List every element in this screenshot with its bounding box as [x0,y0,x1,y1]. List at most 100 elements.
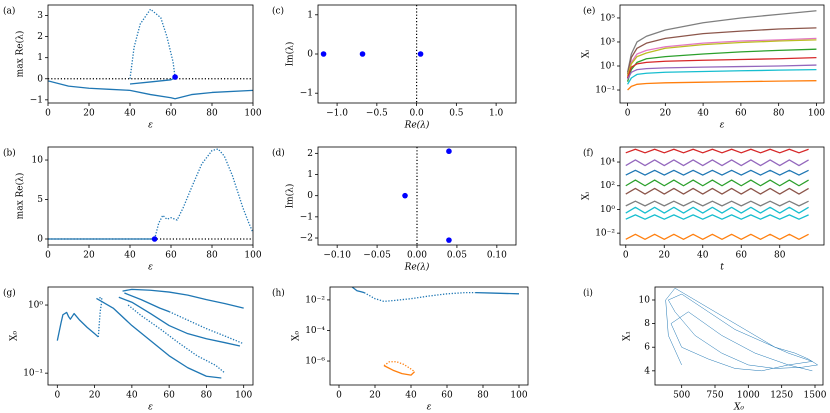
panel-label: (i) [583,288,593,299]
y-axis-label: X₀ [10,331,20,341]
y-axis-label: X₁ [623,331,633,341]
x-tick-label: 0 [45,109,51,119]
series-line [626,27,817,75]
x-axis-label: t [720,263,724,273]
x-tick-label: 0.5 [449,109,464,119]
x-tick-label: −0.10 [323,251,351,261]
series-line [48,80,253,100]
x-axis-label: ε [148,403,153,413]
series-line [625,148,809,154]
x-tick-label: 0 [54,391,60,401]
y-tick-label: 6 [644,343,650,353]
panel-label: (e) [583,6,595,17]
y-tick-label: 10 [639,295,651,305]
x-axis-label: Re(λ) [404,120,430,131]
panel-label: (f) [583,148,593,159]
y-tick-label: 4 [644,366,650,376]
x-axis-label: ε [148,263,153,273]
y-tick-label: 10⁻⁶ [305,357,325,367]
y-tick-label: 2 [307,149,313,159]
axes-frame [47,4,254,104]
y-tick-label: 10² [600,181,615,191]
x-tick-label: −0.05 [363,251,391,261]
x-tick-label: 0 [336,391,342,401]
series-line [118,296,241,347]
series-line [625,179,809,187]
series-line [475,291,520,295]
series-line [627,68,817,85]
y-axis-label: max Re(λ) [15,31,26,78]
series-line [626,10,817,73]
x-tick-label: 0 [625,109,631,119]
y-tick-label: 10⁵ [600,13,615,23]
series-line [625,233,809,240]
x-tick-label: 500 [673,391,690,401]
x-axis-label: ε [427,403,432,413]
y-tick-label: 8 [644,319,650,329]
y-axis-label: X₀ [292,331,302,341]
x-tick-label: 0.0 [409,109,424,119]
y-tick-label: 1 [307,10,313,20]
x-tick-label: −1.0 [326,109,348,119]
x-tick-label: 40 [697,109,709,119]
series-line [625,187,809,195]
y-tick-label: 10¹ [600,61,615,71]
axes-frame [47,146,254,246]
y-tick-label: −1 [30,95,43,105]
axes-frame [47,286,254,386]
x-tick-label: 40 [405,391,417,401]
series-line [626,37,817,79]
y-tick-label: −2 [300,234,313,244]
series-line [124,292,170,313]
axes-frame [317,4,517,104]
point [151,236,158,242]
x-tick-label: −0.5 [366,109,388,119]
series-line [625,159,809,167]
y-tick-label: 10⁰ [600,205,615,215]
axes-frame [654,286,824,386]
series-line [626,56,817,79]
x-tick-label: 1250 [770,391,793,401]
y-tick-label: 10⁻¹ [595,86,615,96]
series-line [168,311,244,345]
panel-label: (a) [3,6,15,17]
x-tick-label: 20 [89,391,101,401]
x-tick-label: 100 [244,251,261,261]
y-tick-label: 10³ [600,37,615,47]
x-axis-label: ε [148,121,153,131]
point [446,237,452,243]
x-tick-label: 40 [124,251,136,261]
point [320,51,327,57]
x-tick-label: 100 [808,109,825,119]
x-tick-label: 60 [441,391,453,401]
x-tick-label: 80 [201,391,213,401]
series-line [97,296,103,337]
x-tick-label: 80 [206,251,218,261]
x-tick-label: 40 [126,391,138,401]
x-axis-label: ε [720,121,725,131]
x-tick-label: 60 [735,109,747,119]
x-tick-label: 0.05 [447,251,467,261]
series-line [626,48,817,82]
series-line [626,39,817,77]
x-tick-label: 1500 [804,391,827,401]
series-line [665,287,818,372]
y-tick-label: 2 [37,32,43,42]
y-tick-label: −1 [300,212,313,222]
point [172,74,178,80]
x-tick-label: 20 [660,109,672,119]
series-line [383,365,416,376]
panel-label: (g) [3,288,16,299]
x-tick-label: 100 [510,391,527,401]
y-axis-label: Im(λ) [285,184,296,209]
series-line [129,77,176,85]
series-line [625,206,809,214]
x-tick-label: 60 [165,251,177,261]
y-tick-label: 0 [307,50,313,60]
y-tick-label: 10 [32,156,44,166]
series-line [625,200,809,207]
x-tick-label: 20 [83,251,95,261]
axes-frame [317,146,517,246]
y-tick-label: 0 [37,74,43,84]
